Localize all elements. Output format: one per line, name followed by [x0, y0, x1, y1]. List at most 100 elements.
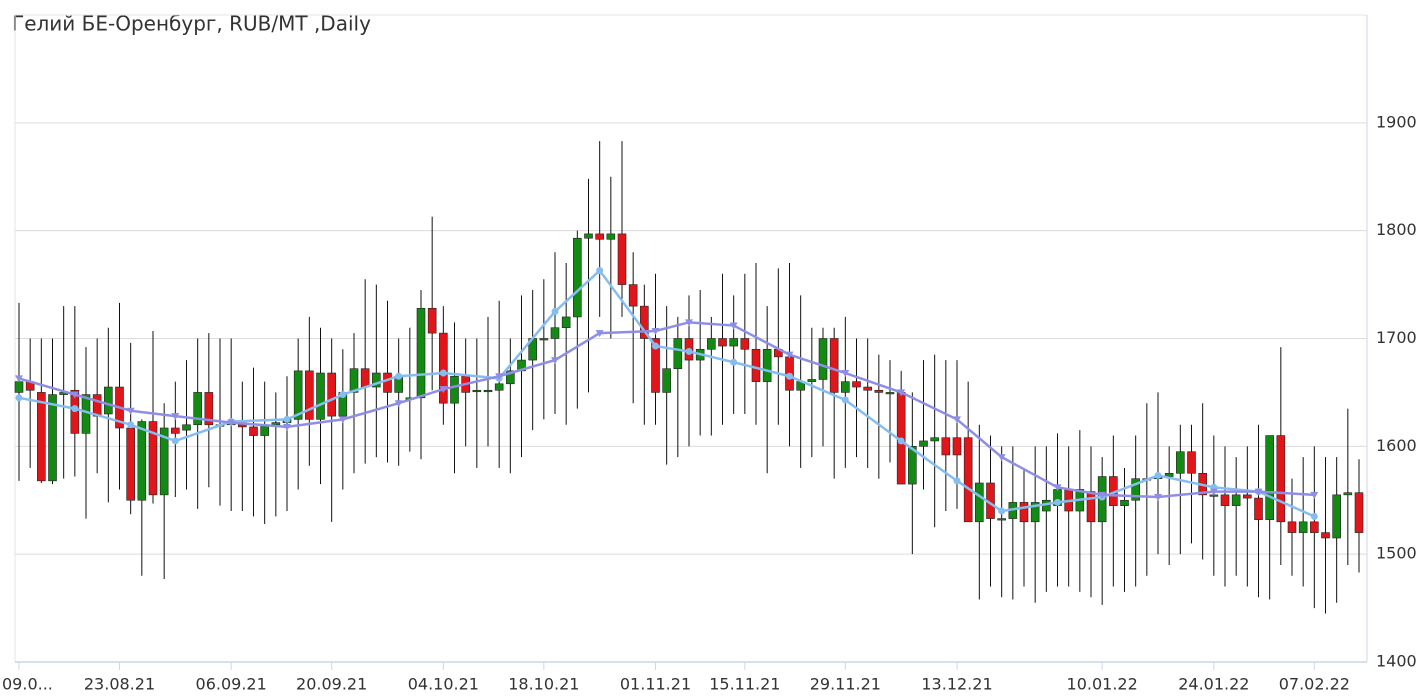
candle-body — [874, 389, 884, 393]
candle-body — [483, 389, 493, 393]
ma-marker — [596, 267, 604, 275]
ma-line — [18, 321, 1315, 499]
candle-body — [126, 427, 135, 501]
ma-marker — [395, 372, 403, 380]
candle-body — [975, 482, 984, 523]
ma-line — [18, 268, 1315, 518]
ma-marker — [15, 375, 23, 383]
ma-marker — [595, 330, 604, 338]
candle-body — [1220, 494, 1230, 506]
candle-body — [81, 394, 91, 434]
candle-body — [472, 389, 482, 393]
candle-body — [807, 379, 817, 382]
candle-body — [1231, 494, 1241, 506]
ma-marker — [283, 415, 291, 423]
ma-marker — [15, 394, 23, 402]
candle-body — [182, 424, 191, 431]
candle-body — [383, 372, 392, 393]
candle-body — [729, 338, 738, 347]
candle-body — [1164, 472, 1174, 477]
ma-marker — [439, 369, 447, 377]
candle-body — [327, 372, 336, 417]
candle-body — [1354, 492, 1364, 533]
candle-body — [1298, 521, 1308, 533]
ma-marker — [1154, 471, 1162, 479]
ma-marker — [171, 413, 180, 421]
ma-marker — [997, 454, 1006, 462]
candle-body — [1321, 532, 1330, 539]
candle-body — [48, 394, 57, 482]
candle-body — [1310, 521, 1319, 533]
ma-marker — [126, 407, 135, 415]
candle-body — [1265, 435, 1274, 520]
candle-body — [930, 437, 939, 442]
candle-body — [293, 370, 303, 420]
candle-body — [137, 421, 147, 501]
candle-body — [148, 421, 158, 496]
ma-marker — [439, 386, 448, 394]
candle-body — [595, 233, 604, 240]
ma-marker — [1053, 484, 1062, 492]
candle-body — [673, 338, 683, 369]
candle-body — [561, 316, 571, 329]
ma-marker — [786, 372, 793, 380]
candle-body — [360, 368, 370, 388]
x-tick-label: 04.10.21 — [408, 675, 479, 694]
x-tick-label: 10.01.22 — [1067, 675, 1138, 694]
candle-body — [941, 437, 951, 456]
candle-body — [573, 237, 582, 318]
candle-body — [1343, 492, 1353, 496]
candle-body — [818, 338, 828, 380]
ma-marker — [1054, 498, 1061, 506]
ma-marker — [1310, 512, 1318, 520]
candle-body — [852, 381, 861, 388]
ma-marker — [227, 419, 236, 427]
candle-body — [1120, 499, 1129, 506]
ma-marker — [551, 357, 559, 365]
ma-marker — [841, 370, 850, 378]
candle-body — [841, 381, 850, 393]
ma-marker — [730, 358, 738, 366]
x-tick-label: 06.09.21 — [196, 675, 267, 694]
ma-marker — [953, 416, 961, 424]
ma-marker — [1209, 488, 1218, 496]
ma-marker — [651, 327, 660, 335]
y-tick-label: 1700 — [1376, 328, 1417, 347]
ma-marker — [127, 421, 135, 429]
y-tick-label: 1400 — [1376, 652, 1417, 671]
candle-body — [1332, 494, 1341, 539]
x-tick-label: 13.12.21 — [921, 675, 992, 694]
ma-marker — [685, 319, 693, 327]
ma-marker — [551, 308, 559, 316]
x-tick-label: 18.10.21 — [508, 675, 579, 694]
ma-marker — [1154, 494, 1162, 502]
candle-body — [908, 446, 917, 485]
candle-body — [963, 437, 973, 523]
ma-marker — [338, 416, 347, 424]
candle-body — [104, 386, 113, 415]
candle-body — [1287, 521, 1297, 533]
candle-body — [584, 233, 593, 239]
candle-body — [919, 440, 928, 447]
y-tick-label: 1900 — [1376, 112, 1417, 131]
candle-body — [539, 338, 549, 341]
ma-marker — [71, 405, 79, 413]
ma-marker — [729, 322, 738, 330]
ma-marker — [897, 437, 905, 445]
x-tick-label: 23.08.21 — [84, 675, 155, 694]
candle-body — [662, 368, 671, 393]
candle-body — [1254, 497, 1263, 520]
x-tick-label: 15.11.21 — [709, 675, 780, 694]
ma-marker — [1254, 488, 1263, 496]
candle-body — [1019, 502, 1029, 523]
x-tick-label: 29.11.21 — [810, 675, 881, 694]
ma-marker — [998, 507, 1006, 515]
x-tick-label: 24.01.22 — [1178, 675, 1249, 694]
candle-body — [494, 383, 504, 391]
candle-body — [416, 308, 426, 399]
y-tick-label: 1500 — [1376, 544, 1417, 563]
x-tick-label: 20.09.21 — [296, 675, 367, 694]
candle-body — [1176, 451, 1185, 474]
